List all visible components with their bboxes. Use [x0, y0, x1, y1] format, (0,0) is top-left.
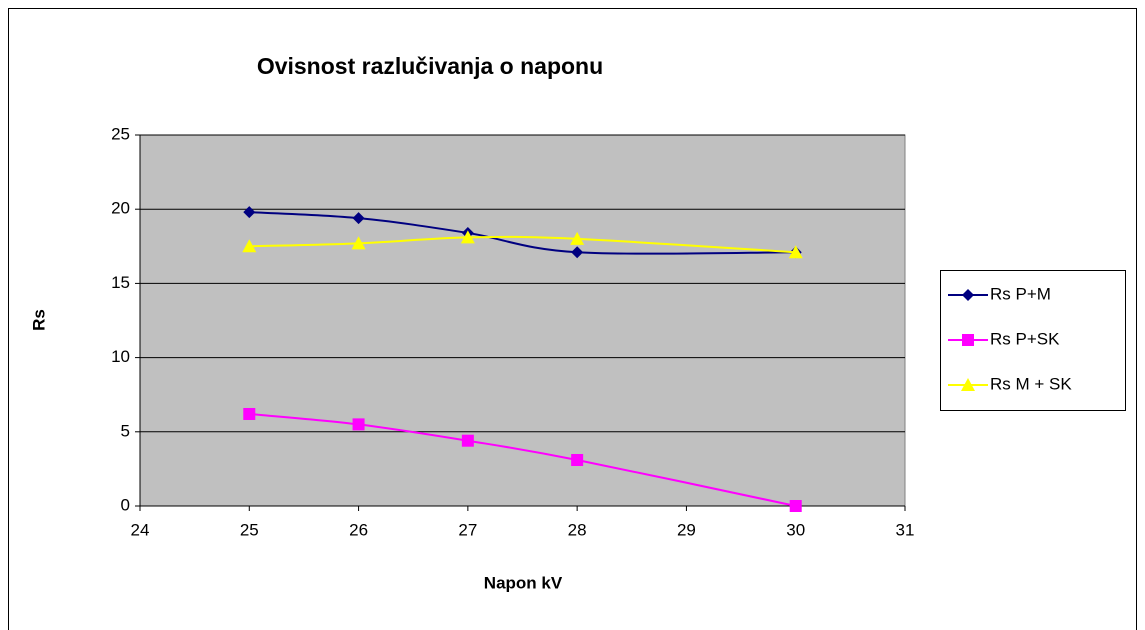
marker [962, 289, 974, 301]
marker [352, 212, 365, 225]
marker [962, 334, 974, 346]
marker [961, 378, 975, 391]
series-line [249, 235, 796, 254]
y-tick-label: 5 [121, 421, 130, 440]
marker [461, 434, 474, 447]
x-tick-label: 26 [349, 520, 368, 539]
y-tick-label: 20 [111, 199, 130, 218]
marker [460, 230, 475, 244]
marker [788, 245, 803, 259]
series-line [249, 412, 796, 507]
chart-title: Ovisnost razlučivanja o naponu [257, 53, 603, 79]
marker [242, 239, 257, 253]
x-axis-title: Napon kV [484, 573, 563, 592]
y-tick-label: 25 [111, 124, 130, 143]
y-tick-label: 10 [111, 347, 130, 366]
x-tick-label: 29 [677, 520, 696, 539]
y-axis-title: Rs [29, 309, 48, 331]
marker [243, 407, 256, 420]
x-tick-label: 28 [568, 520, 587, 539]
x-tick-label: 25 [240, 520, 259, 539]
marker [243, 206, 256, 219]
legend-label: Rs P+SK [990, 329, 1060, 348]
marker [571, 246, 584, 259]
marker [351, 236, 366, 250]
x-tick-label: 27 [458, 520, 477, 539]
plot-area [139, 134, 906, 507]
legend: Rs P+M Rs P+SK Rs M + SK [940, 270, 1126, 411]
x-tick-label: 24 [131, 520, 150, 539]
y-tick-label: 0 [121, 495, 130, 514]
marker [570, 231, 585, 245]
marker [352, 418, 365, 431]
y-tick-label: 15 [111, 273, 130, 292]
marker [571, 453, 584, 466]
x-tick-label: 30 [786, 520, 805, 539]
marker [789, 500, 802, 512]
legend-label: Rs P+M [990, 284, 1051, 303]
series-line [249, 211, 796, 255]
legend-label: Rs M + SK [990, 374, 1072, 393]
x-tick-label: 31 [896, 520, 915, 539]
